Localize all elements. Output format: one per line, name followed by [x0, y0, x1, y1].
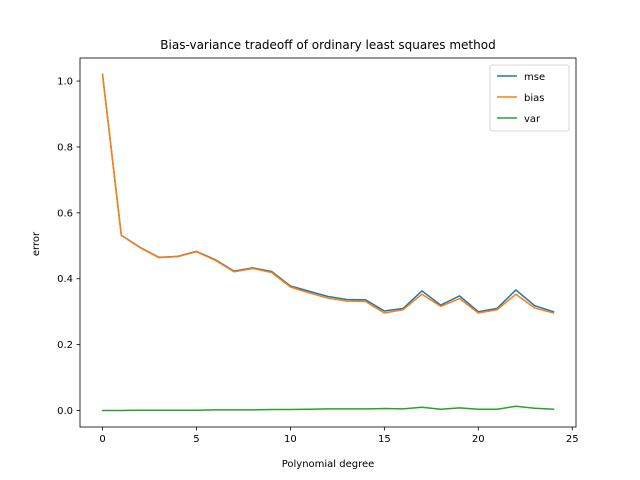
y-tick-label: 1.0 — [57, 77, 73, 88]
x-tick-label: 15 — [378, 434, 391, 445]
series-line-bias — [101, 73, 555, 314]
x-tick-label: 20 — [472, 434, 485, 445]
legend-label-bias: bias — [524, 93, 544, 104]
legend-label-mse: mse — [524, 72, 545, 83]
y-tick-label: 0.2 — [57, 340, 73, 351]
x-tick-label: 25 — [566, 434, 579, 445]
legend: mse bias var — [489, 64, 570, 132]
axes-frame — [79, 57, 577, 428]
y-tick-label: 0.0 — [57, 406, 73, 417]
chart-title: Bias-variance tradeoff of ordinary least… — [160, 38, 495, 52]
y-tick-label: 0.6 — [57, 208, 73, 219]
x-tick-label: 5 — [193, 434, 199, 445]
y-tick-label: 0.8 — [57, 142, 73, 153]
series-line-var — [101, 405, 555, 412]
x-tick-label: 0 — [99, 434, 105, 445]
series-layer — [101, 73, 555, 412]
legend-box — [489, 64, 570, 132]
x-tick-label: 10 — [284, 434, 297, 445]
y-axis-title: error — [31, 231, 42, 256]
axes-layer: 0 5 10 15 20 25 0.0 0.2 0.4 0.6 0.8 1.0 — [57, 57, 579, 445]
x-axis-title: Polynomial degree — [282, 459, 375, 470]
y-tick-label: 0.4 — [57, 274, 73, 285]
legend-label-var: var — [524, 114, 541, 125]
